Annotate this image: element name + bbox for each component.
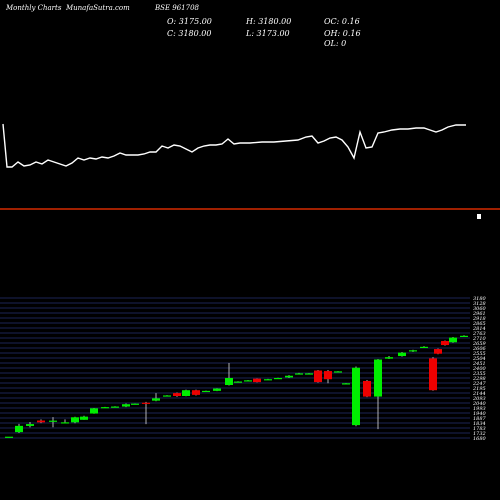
oc-value: OC: 0.16 bbox=[324, 17, 360, 26]
candle-up bbox=[420, 346, 428, 349]
candle-up bbox=[398, 352, 406, 357]
candle-up bbox=[163, 395, 171, 397]
y-tick-label: 2504 bbox=[472, 356, 486, 362]
y-tick-label: 3060 bbox=[473, 306, 487, 312]
price-line-series bbox=[2, 123, 466, 168]
candle-up bbox=[342, 383, 350, 385]
candle-up bbox=[285, 375, 293, 378]
symbol-label: BSE 961708 bbox=[154, 4, 200, 12]
candle-up bbox=[264, 379, 272, 381]
y-tick-label: 2710 bbox=[472, 336, 487, 342]
y-tick-label: 2865 bbox=[472, 321, 486, 327]
candle-up bbox=[61, 422, 69, 424]
candle-up bbox=[305, 373, 313, 375]
y-tick-label: 1993 bbox=[473, 406, 486, 412]
candle-up bbox=[295, 373, 303, 375]
candle-up bbox=[244, 380, 252, 382]
candle-up bbox=[385, 357, 393, 359]
y-tick-label: 1887 bbox=[473, 416, 487, 422]
y-tick-label: 2555 bbox=[472, 351, 486, 357]
candle-up bbox=[71, 417, 79, 423]
candle-up bbox=[234, 381, 242, 383]
y-tick-label: 2093 bbox=[472, 396, 486, 402]
candle-up bbox=[449, 337, 457, 343]
candle-up bbox=[374, 359, 382, 397]
line-pane bbox=[2, 123, 466, 168]
candle-down bbox=[434, 349, 442, 354]
candle-down bbox=[324, 371, 332, 380]
brand-label: Monthly Charts bbox=[5, 4, 62, 12]
y-tick-label: 2814 bbox=[472, 326, 486, 332]
candle-down bbox=[142, 402, 150, 404]
candle-down bbox=[192, 390, 200, 395]
candles bbox=[5, 335, 468, 438]
y-tick-label: 3128 bbox=[473, 301, 486, 307]
candle-up bbox=[49, 420, 57, 422]
candle-down bbox=[253, 378, 261, 383]
candle-up bbox=[5, 436, 13, 438]
candle-down bbox=[314, 370, 322, 383]
y-tick-label: 2195 bbox=[472, 386, 486, 392]
candle-down bbox=[441, 341, 449, 346]
candle-up bbox=[460, 335, 468, 337]
candle-up bbox=[26, 424, 34, 426]
ol-value: OL: 0 bbox=[324, 39, 346, 48]
candle-up bbox=[409, 350, 417, 352]
candle-down bbox=[429, 358, 437, 391]
candle-up bbox=[15, 425, 23, 433]
high-value: H: 3180.00 bbox=[245, 17, 291, 26]
y-tick-label: 2040 bbox=[472, 401, 487, 407]
y-tick-label: 2451 bbox=[472, 361, 486, 367]
y-tick-label: 2659 bbox=[472, 341, 487, 347]
candle-up bbox=[352, 367, 360, 426]
candle-up bbox=[122, 404, 130, 407]
candle-up bbox=[111, 406, 119, 408]
candle-down bbox=[363, 380, 371, 397]
candle-up bbox=[213, 388, 221, 391]
candle-up bbox=[131, 403, 139, 405]
y-tick-label: 2918 bbox=[472, 316, 486, 322]
y-tick-label: 1680 bbox=[473, 436, 487, 442]
candle-down bbox=[173, 393, 181, 396]
y-tick-label: 3180 bbox=[473, 296, 487, 302]
y-tick-label: 2144 bbox=[472, 391, 486, 397]
y-tick-label: 1940 bbox=[473, 411, 487, 417]
y-tick-label: 1834 bbox=[473, 421, 486, 427]
y-tick-label: 1783 bbox=[473, 426, 486, 432]
price-axis: 3180312830602961291828652814276327102659… bbox=[472, 296, 487, 442]
y-tick-label: 1732 bbox=[473, 431, 486, 437]
oh-value: OH: 0.16 bbox=[324, 29, 361, 38]
close-value: C: 3180.00 bbox=[167, 29, 211, 38]
open-value: O: 3175.00 bbox=[167, 17, 212, 26]
candle-up bbox=[90, 408, 98, 414]
y-tick-label: 2961 bbox=[472, 311, 486, 317]
candle-up bbox=[334, 371, 342, 373]
candle-down bbox=[37, 420, 45, 423]
candle-up bbox=[182, 390, 190, 396]
candle-up bbox=[152, 398, 160, 401]
site-label: MunafaSutra.com bbox=[65, 4, 130, 12]
candle-up bbox=[274, 377, 282, 380]
candle-up bbox=[202, 390, 210, 393]
candle-up bbox=[80, 416, 88, 420]
candle-up bbox=[101, 407, 109, 409]
y-tick-label: 2247 bbox=[472, 381, 487, 387]
y-tick-label: 2298 bbox=[472, 376, 486, 382]
y-tick-label: 2763 bbox=[472, 331, 486, 337]
y-tick-label: 2606 bbox=[472, 346, 487, 352]
price-grid bbox=[0, 297, 470, 439]
pane-marker bbox=[477, 214, 481, 219]
low-value: L: 3173.00 bbox=[245, 29, 290, 38]
candle-up bbox=[225, 377, 233, 385]
y-tick-label: 2400 bbox=[472, 366, 487, 372]
y-tick-label: 2355 bbox=[472, 371, 486, 377]
